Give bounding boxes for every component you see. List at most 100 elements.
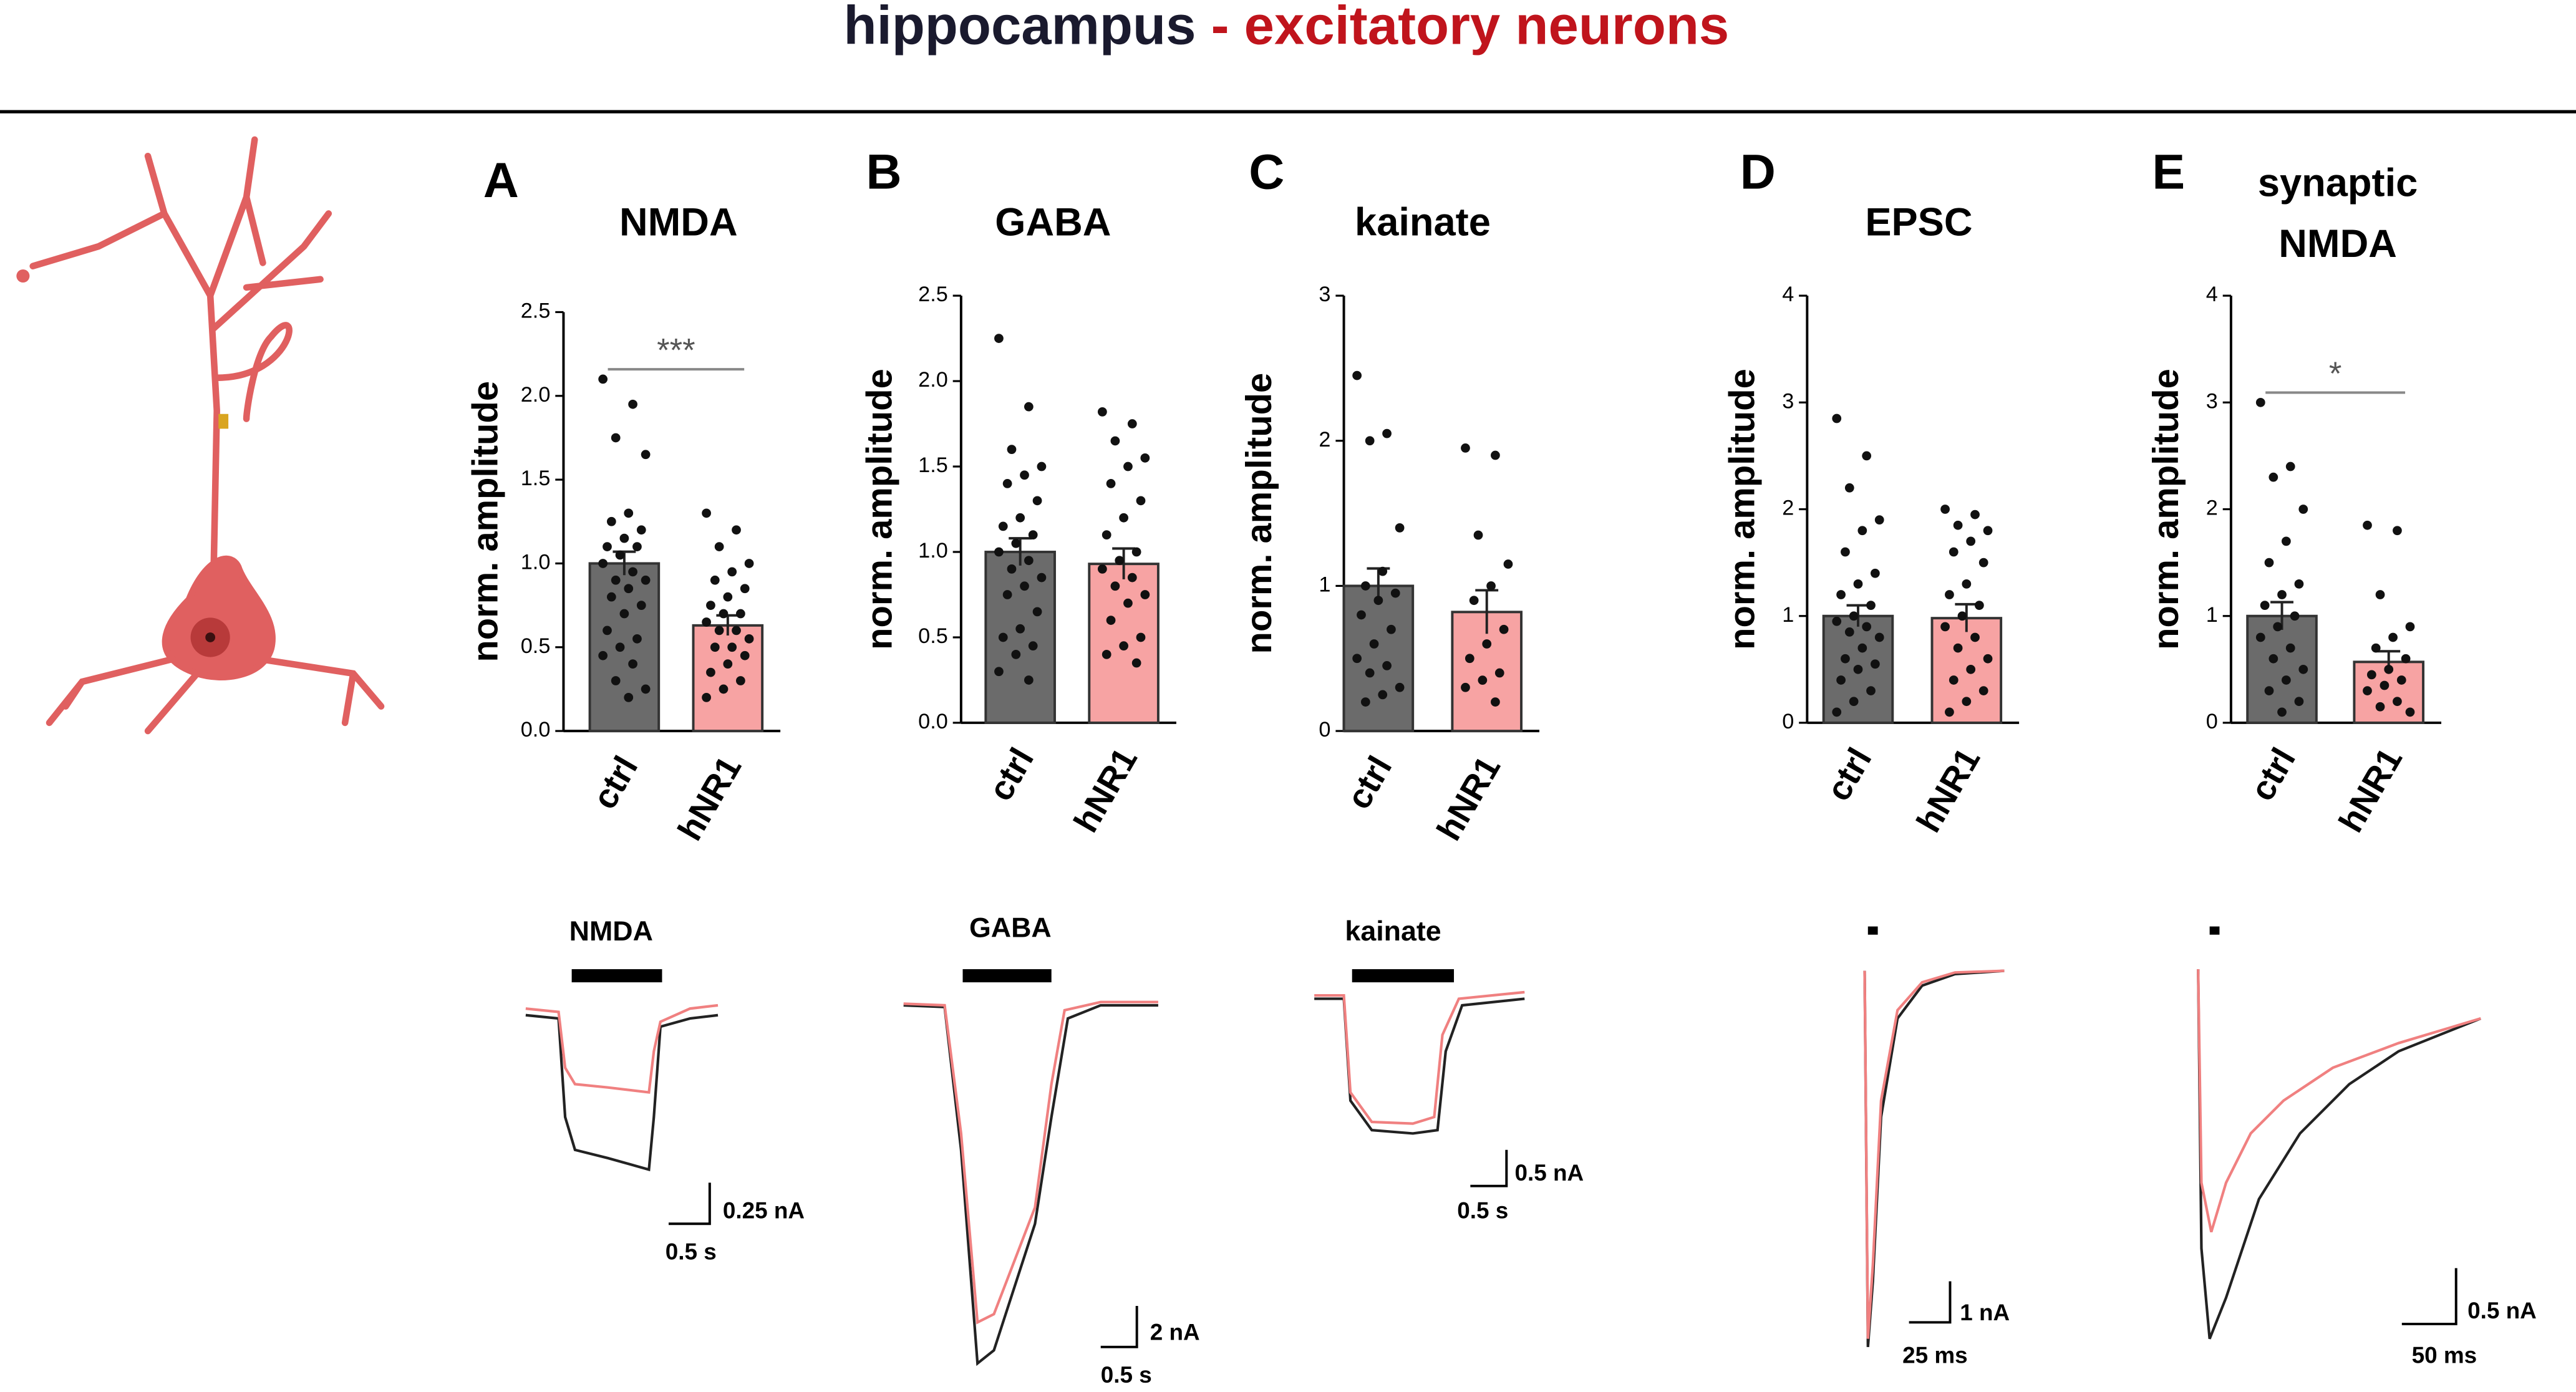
- data-point: [1106, 616, 1116, 625]
- data-point: [2401, 654, 2411, 664]
- panel-letter: B: [866, 144, 902, 200]
- data-point: [744, 634, 754, 644]
- data-point: [1849, 697, 1859, 707]
- data-point: [2298, 505, 2308, 514]
- data-point: [1870, 568, 1880, 578]
- y-tick-label: 2.0: [918, 368, 948, 392]
- data-point: [619, 533, 629, 543]
- data-point: [1940, 505, 1950, 514]
- chart-title: kainate: [1355, 201, 1491, 244]
- chart-title: NMDA: [2278, 222, 2397, 266]
- trace-label: GABA: [969, 912, 1052, 944]
- data-point: [1360, 581, 1370, 591]
- data-point: [2375, 702, 2385, 712]
- data-point: [740, 584, 750, 594]
- data-point: [2273, 622, 2283, 632]
- figure-title: hippocampus - excitatory neurons: [843, 0, 1729, 56]
- data-point: [615, 550, 625, 560]
- data-point: [719, 684, 729, 694]
- data-point: [1978, 558, 1988, 568]
- scale-label-x: 0.5 s: [666, 1239, 717, 1264]
- data-point: [1949, 675, 1959, 685]
- data-point: [1874, 632, 1884, 642]
- data-point: [641, 450, 651, 460]
- y-tick-label: 2: [1782, 496, 1794, 520]
- data-point: [1106, 479, 1116, 488]
- data-point: [1382, 428, 1392, 438]
- data-point: [1002, 479, 1012, 488]
- data-point: [702, 508, 711, 518]
- data-point: [1028, 641, 1038, 651]
- data-point: [1102, 530, 1111, 539]
- data-point: [1119, 641, 1128, 651]
- trace-ctrl: [1863, 969, 2005, 1347]
- data-point: [2264, 686, 2274, 695]
- data-point: [2375, 590, 2385, 599]
- data-point: [714, 542, 724, 551]
- panel-letter: E: [2152, 144, 2185, 200]
- data-point: [1491, 697, 1500, 707]
- data-point: [603, 542, 612, 551]
- panel: D EPSC norm. amplitude 0 1 2 3 4 ctrl hNR1: [1723, 144, 2020, 839]
- y-tick-label: 1: [1782, 603, 1794, 627]
- data-point: [1970, 632, 1980, 642]
- trace-hnr1: [525, 1003, 719, 1094]
- y-tick-label: 0.5: [918, 624, 948, 648]
- y-tick-label: 1.5: [918, 453, 948, 477]
- data-point: [2393, 697, 2402, 707]
- data-point: [611, 433, 621, 443]
- y-tick-label: 3: [1782, 389, 1794, 413]
- data-point: [1382, 661, 1392, 670]
- data-point: [1832, 707, 1842, 717]
- data-point: [628, 399, 637, 409]
- data-point: [994, 547, 1004, 557]
- data-point: [727, 642, 737, 652]
- y-axis-label: norm. amplitude: [466, 381, 506, 662]
- data-point: [706, 667, 715, 677]
- chart-title: EPSC: [1865, 201, 1972, 244]
- data-point: [2269, 472, 2278, 482]
- y-tick-label: 2: [1319, 428, 1330, 452]
- y-tick-label: 2: [2206, 496, 2218, 520]
- trace-hnr1: [1863, 969, 2005, 1339]
- data-point: [1115, 556, 1125, 566]
- neuron-illustration: [16, 136, 385, 735]
- y-axis-label: norm. amplitude: [1239, 373, 1279, 654]
- title-part: hippocampus: [843, 0, 1196, 56]
- data-point: [1832, 616, 1842, 626]
- data-point: [628, 567, 637, 577]
- data-point: [1836, 590, 1846, 599]
- data-point: [1097, 564, 1107, 574]
- data-point: [1395, 682, 1405, 692]
- data-point: [1473, 530, 1483, 540]
- data-point: [1110, 581, 1120, 591]
- data-point: [719, 609, 729, 619]
- data-point: [1857, 643, 1867, 653]
- data-point: [1378, 566, 1388, 576]
- y-tick-label: 0.5: [521, 634, 551, 658]
- data-point: [1862, 622, 1872, 632]
- y-tick-label: 4: [1782, 283, 1794, 306]
- scale-label-y: 0.5 nA: [2467, 1298, 2537, 1323]
- y-tick-label: 2.0: [521, 383, 551, 407]
- significance-label: *: [2329, 355, 2342, 392]
- data-point: [1832, 413, 1842, 423]
- data-point: [603, 626, 612, 636]
- data-point: [1844, 483, 1854, 493]
- data-point: [1841, 547, 1850, 557]
- data-point: [1015, 513, 1025, 523]
- data-point: [1957, 611, 1967, 621]
- y-tick-label: 3: [2206, 389, 2218, 413]
- data-point: [2294, 697, 2304, 707]
- data-point: [710, 642, 720, 652]
- data-point: [1365, 436, 1375, 446]
- data-point: [1007, 445, 1017, 455]
- data-point: [1478, 675, 1488, 685]
- stimulus-bar: [1352, 969, 1455, 983]
- charts: A NMDA norm. amplitude 0.0 0.5 1.0 1.5 2.0 2.5 ct…: [466, 144, 2442, 847]
- data-point: [1131, 658, 1141, 668]
- panel-letter: C: [1249, 144, 1284, 200]
- data-point: [2298, 664, 2308, 674]
- data-point: [2405, 622, 2415, 632]
